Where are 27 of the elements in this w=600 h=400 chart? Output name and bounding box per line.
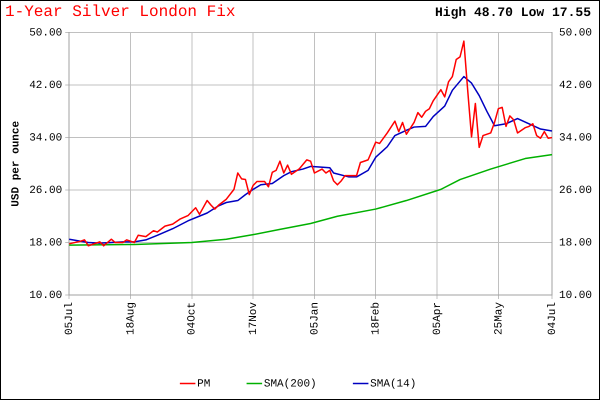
x-tick-label: 25May (493, 302, 506, 336)
y2-tick-label: 34.00 (558, 132, 592, 144)
y2-tick-label: 50.00 (558, 28, 592, 40)
y-tick-label: 26.00 (29, 184, 62, 197)
chart-subtitle: High 48.70 Low 17.55 (434, 4, 591, 20)
x-tick-label: 18Feb (370, 302, 383, 336)
x-tick-label: 05Jan (309, 302, 322, 336)
x-tick-label: 05Jul (64, 302, 76, 336)
y2-tick-label: 10.00 (558, 290, 592, 302)
y-tick-label: 42.00 (29, 80, 62, 92)
x-tick-label: 17Nov (248, 302, 260, 336)
y2-tick-label: 42.00 (558, 80, 592, 92)
y2-tick-label: 18.00 (558, 237, 592, 250)
legend-label: SMA(14) (370, 378, 416, 390)
x-tick-label: 05Apr (432, 302, 444, 336)
y-tick-label: 34.00 (29, 132, 62, 144)
x-tick-label: 04Jul (546, 302, 559, 336)
x-tick-label: 04Oct (186, 302, 199, 336)
y-axis-title: USD per ounce (10, 120, 22, 207)
y2-tick-label: 26.00 (558, 184, 592, 197)
y-tick-label: 18.00 (29, 237, 62, 250)
y-tick-label: 10.00 (29, 290, 62, 302)
legend-label: SMA(200) (264, 378, 317, 390)
y-tick-label: 50.00 (29, 28, 62, 40)
chart-title: 1-Year Silver London Fix (5, 3, 236, 21)
legend-label: PM (197, 378, 210, 390)
x-tick-label: 18Aug (125, 302, 138, 336)
